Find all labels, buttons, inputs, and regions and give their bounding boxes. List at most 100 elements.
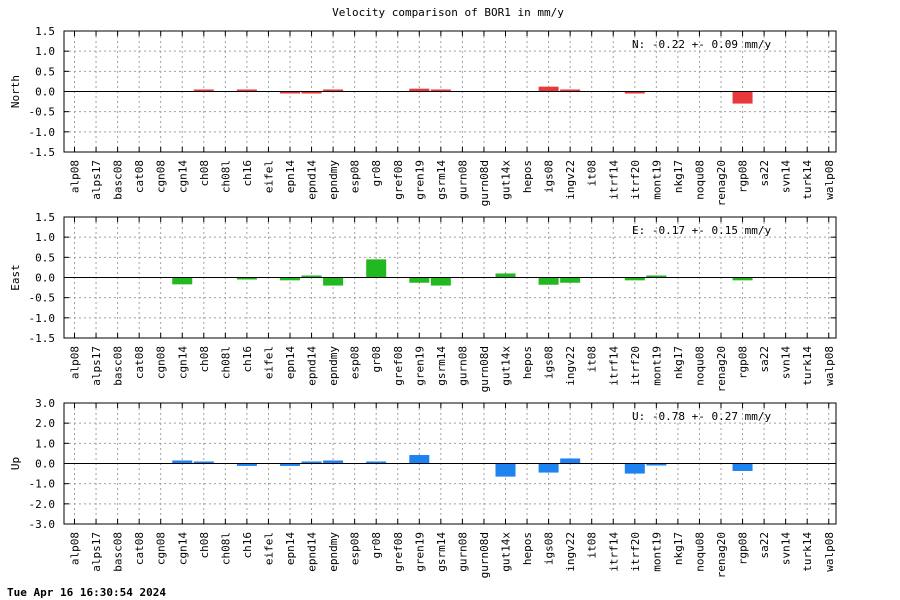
x-tick-label: gurn08d [478,160,491,206]
y-tick-label: 0.5 [35,251,55,264]
bar-epndmy [323,277,344,286]
y-tick-label: -1.0 [29,126,56,139]
x-tick-label: gut14x [500,160,513,200]
x-tick-label: gref08 [392,160,405,200]
summary-annotation: N: -0.22 +- 0.09 mm/y [632,38,771,51]
bar-epnd14 [301,91,322,94]
x-tick-label: mont19 [650,532,663,572]
x-tick-label: it08 [586,532,599,559]
bar-cgn14 [172,277,193,285]
x-tick-label: gref08 [392,532,405,572]
bar-gut14x [495,463,516,477]
x-tick-label: epnd14 [306,160,319,200]
y-axis-label: North [9,75,22,108]
x-tick-label: cgn14 [176,160,189,193]
x-tick-label: gut14x [500,346,513,386]
x-tick-label: gref08 [392,346,405,386]
x-tick-label: eifel [262,346,275,379]
x-tick-label: renag20 [715,532,728,578]
bar-rgp08 [732,277,753,281]
x-tick-label: cgn08 [155,532,168,565]
x-tick-label: alps17 [90,346,103,386]
x-tick-label: rgp08 [737,160,750,193]
x-tick-label: gr08 [370,532,383,559]
x-tick-label: gren19 [413,160,426,200]
summary-annotation: E: -0.17 +- 0.15 mm/y [632,224,771,237]
x-tick-label: ingv22 [564,532,577,572]
bar-ch08 [193,461,214,464]
x-tick-label: alps17 [90,160,103,200]
x-tick-label: ingv22 [564,160,577,200]
plot-frame [63,402,837,525]
x-tick-label: ch08 [198,160,211,187]
y-tick-label: 1.0 [35,437,55,450]
x-tick-label: ch16 [241,532,254,559]
x-tick-label: gut14x [500,532,513,572]
y-tick-label: 1.5 [35,211,55,224]
bar-igs08 [538,463,559,473]
x-tick-label: itrf20 [629,346,642,386]
chart-title: Velocity comparison of BOR1 in mm/y [332,6,564,19]
x-tick-label: itrf14 [607,346,620,386]
x-tick-label: itrf20 [629,532,642,572]
y-tick-label: -1.0 [29,478,56,491]
panel-north: 1.5 1.0 0.5 0.0 -0.5 -1.0 -1.5 alp08 alps17 basc0… [9,25,837,206]
bar-epn14 [280,91,300,94]
x-tick-label: ch08 [198,532,211,559]
y-tick-label: 0.5 [35,65,55,78]
bar-ch16 [236,463,257,466]
bar-igs08 [538,86,559,92]
y-tick-label: 0.0 [35,272,55,285]
x-tick-label: gurn08 [456,532,469,572]
x-tick-label: epn14 [284,532,297,565]
bar-epndmy [323,89,344,92]
x-tick-label: nkg17 [672,532,685,565]
bar-gsrm14 [430,277,451,286]
x-tick-label: epnd14 [306,532,319,572]
bar-cgn14 [172,460,193,464]
x-tick-label: ch08 [198,346,211,373]
x-tick-label: svn14 [780,160,793,193]
y-tick-label: -1.5 [29,332,56,345]
x-tick-label: cgn08 [155,346,168,379]
x-tick-label: gren19 [413,532,426,572]
x-tick-label: walp08 [823,160,836,200]
x-tick-label: turk14 [801,532,814,572]
x-tick-label: sa22 [758,532,771,559]
x-tick-label: gren19 [413,346,426,386]
x-tick-label: epndmy [327,346,340,386]
x-tick-label: svn14 [780,532,793,565]
bar-mont19 [646,275,667,278]
x-tick-label: sa22 [758,346,771,373]
bar-epnd14 [301,275,322,278]
x-tick-label: gr08 [370,346,383,373]
x-tick-label: gurn08 [456,346,469,386]
x-tick-label: renag20 [715,346,728,392]
bar-epnd14 [301,461,322,464]
x-tick-label: esp08 [349,160,362,193]
bar-gren19 [409,455,430,464]
x-tick-label: gsrm14 [435,160,448,200]
bar-gut14x [495,273,516,278]
x-tick-label: cgn08 [155,160,168,193]
x-tick-label: epn14 [284,160,297,193]
x-tick-label: cgn14 [176,346,189,379]
y-tick-label: 1.5 [35,25,55,38]
y-tick-label: 3.0 [35,397,55,410]
x-tick-label: svn14 [780,346,793,379]
x-tick-label: ingv22 [564,346,577,386]
x-tick-label: alp08 [69,160,82,193]
bar-ch08 [193,89,214,92]
x-tick-label: sa22 [758,160,771,187]
x-tick-label: epnd14 [306,346,319,386]
x-tick-label: alps17 [90,532,103,572]
x-tick-label: eifel [262,160,275,193]
y-tick-label: 1.0 [35,45,55,58]
x-tick-label: itrf14 [607,160,620,200]
x-tick-label: ch08l [219,532,232,565]
bar-itrf20 [624,91,645,94]
bar-ch16 [236,89,257,92]
x-tick-label: basc08 [112,532,125,572]
x-tick-label: ch08l [219,346,232,379]
